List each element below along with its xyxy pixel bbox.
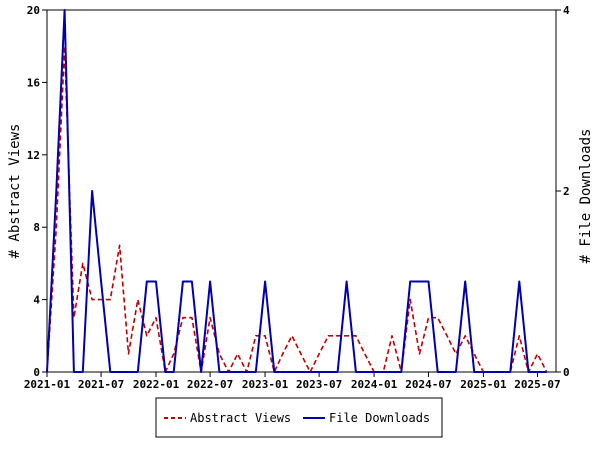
x-tick-label: 2021-07 (78, 378, 124, 391)
legend-box (155, 397, 443, 438)
right-tick-label: 0 (563, 366, 570, 379)
x-tick-label: 2023-01 (242, 378, 289, 391)
x-tick-label: 2021-01 (24, 378, 71, 391)
x-tick-label: 2025-01 (460, 378, 507, 391)
left-tick-label: 12 (27, 149, 40, 162)
legend: Abstract Views File Downloads (155, 397, 443, 438)
series-line-abstract-views (46, 45, 548, 373)
x-tick-label: 2023-07 (296, 378, 342, 391)
left-tick-label: 0 (33, 366, 40, 379)
left-tick-label: 8 (33, 221, 40, 234)
right-tick-label: 4 (563, 4, 570, 17)
x-tick-label: 2024-01 (351, 378, 398, 391)
legend-label-file-downloads: File Downloads (329, 411, 430, 425)
right-tick-label: 2 (563, 185, 570, 198)
series-line-file-downloads (46, 9, 547, 373)
series-layer (46, 9, 548, 373)
x-tick-label: 2024-07 (405, 378, 451, 391)
x-tick-label: 2022-07 (187, 378, 233, 391)
left-tick-label: 4 (33, 294, 40, 307)
right-y-axis: 0 2 4 (556, 4, 570, 379)
x-tick-label: 2022-01 (133, 378, 180, 391)
left-tick-label: 20 (27, 4, 40, 17)
x-axis: 2021-01 2021-07 2022-01 2022-07 2023-01 2023-… (24, 372, 561, 391)
legend-label-abstract-views: Abstract Views (190, 411, 291, 425)
right-axis-title: # File Downloads (578, 129, 594, 264)
left-y-axis: 0 4 8 12 16 20 (27, 4, 47, 379)
left-tick-label: 16 (27, 76, 41, 89)
x-tick-label: 2025-07 (514, 378, 560, 391)
left-axis-title: # Abstract Views (7, 124, 23, 259)
